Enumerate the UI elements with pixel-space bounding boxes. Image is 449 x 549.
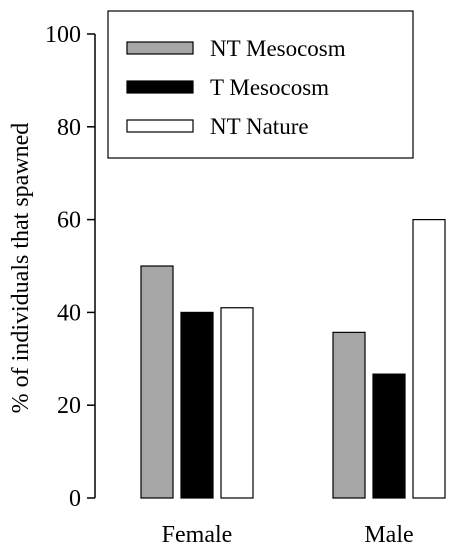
- legend-box: [107, 10, 414, 159]
- y-axis: 0 20 40 60 80 100: [45, 22, 96, 512]
- legend-label: T Mesocosm: [210, 75, 329, 100]
- bar-male-t-mesocosm: [372, 373, 406, 499]
- y-tick-label: 40: [57, 300, 81, 326]
- y-tick-label: 20: [57, 393, 81, 419]
- legend-swatch: [126, 41, 194, 55]
- legend: NT Mesocosm T Mesocosm NT Nature: [107, 10, 414, 159]
- y-tick-label: 80: [57, 115, 81, 141]
- bar-female-t-mesocosm: [180, 311, 214, 499]
- legend-label: NT Mesocosm: [210, 36, 346, 61]
- x-axis-labels: Female Male: [162, 522, 414, 548]
- x-category-label: Female: [162, 522, 233, 548]
- plot-area: [140, 219, 446, 499]
- bar-female-nt-nature: [220, 307, 254, 499]
- y-axis-title: % of individuals that spawned: [8, 123, 34, 414]
- legend-swatch: [126, 119, 194, 133]
- legend-swatch: [126, 80, 194, 94]
- bar-male-nt-mesocosm: [332, 331, 366, 499]
- x-category-label: Male: [364, 522, 413, 548]
- bar-male-nt-nature: [412, 219, 446, 499]
- bar-female-nt-mesocosm: [140, 265, 174, 499]
- y-tick-label: 60: [57, 208, 81, 234]
- y-tick-label: 0: [69, 486, 81, 512]
- y-tick-label: 100: [45, 22, 81, 48]
- legend-label: NT Nature: [210, 114, 309, 139]
